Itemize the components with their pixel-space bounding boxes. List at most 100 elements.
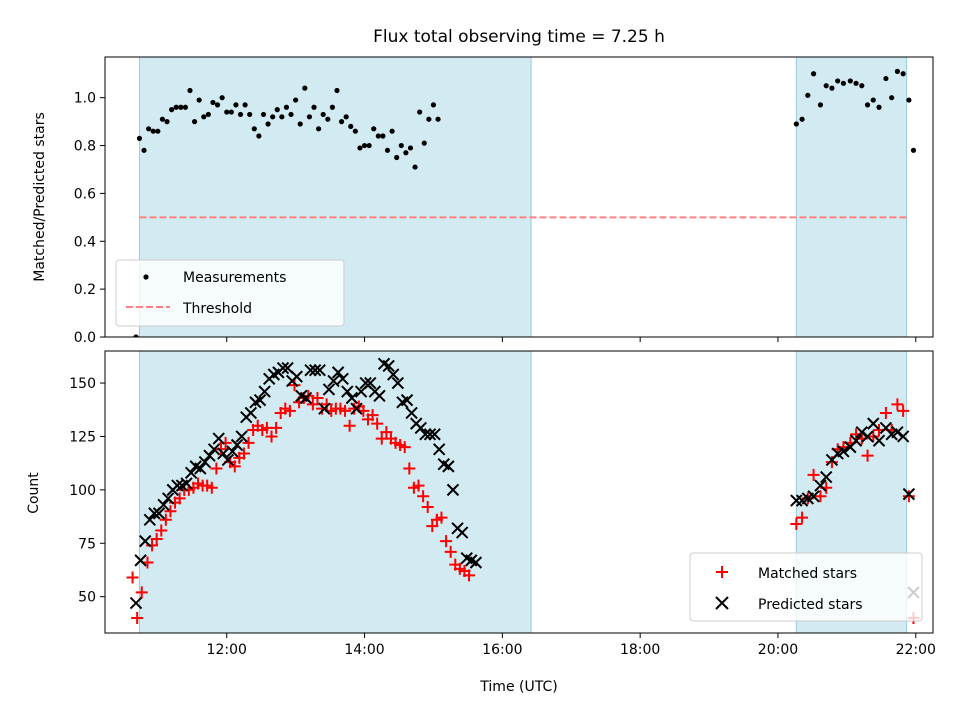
measurements-point — [288, 111, 294, 118]
predicted-stars-point — [446, 483, 460, 497]
predicted-stars-point — [896, 430, 910, 443]
measurements-point — [371, 126, 377, 132]
measurements-point — [793, 121, 799, 127]
predicted-stars-point — [235, 430, 248, 443]
predicted-stars-point — [455, 526, 469, 539]
bottom-y-tick-label: 125 — [69, 429, 96, 445]
predicted-stars-point — [276, 361, 290, 375]
measurements-point — [247, 111, 253, 118]
measurements-point — [823, 83, 829, 89]
measurements-point — [380, 133, 386, 139]
measurements-point — [352, 128, 358, 134]
predicted-stars-point — [184, 466, 198, 479]
predicted-stars-point — [405, 406, 418, 420]
matched-stars-point — [320, 398, 333, 411]
x-tick-label: 18:00 — [620, 642, 660, 658]
bottom-y-tick-label: 150 — [69, 376, 96, 392]
predicted-stars-point — [180, 477, 193, 490]
measurements-point — [799, 116, 805, 122]
measurements-point — [805, 92, 811, 98]
x-tick-label: 14:00 — [344, 642, 384, 658]
top-axes-frame — [104, 56, 934, 338]
measurements-point — [435, 116, 441, 122]
matched-stars-point — [173, 492, 186, 505]
measurements-point — [182, 104, 188, 110]
measurements-point — [910, 147, 917, 153]
measurements-point — [265, 121, 271, 127]
predicted-stars-point — [867, 417, 880, 430]
predicted-stars-point — [819, 470, 833, 484]
legend-predicted-marker — [715, 596, 729, 610]
predicted-stars-point — [382, 359, 395, 373]
measurements-point — [361, 142, 368, 149]
predicted-stars-point — [902, 487, 916, 501]
measurements-point — [894, 68, 900, 74]
measurements-point — [859, 83, 865, 89]
measurements-point — [847, 78, 853, 84]
predicted-stars-point — [419, 428, 432, 441]
measurements-point — [237, 111, 244, 118]
bottom-y-tick-label: 100 — [69, 483, 96, 499]
bottom-y-tick-label: 75 — [78, 536, 96, 552]
top-observing-window-2 — [796, 57, 907, 337]
measurements-point — [316, 126, 322, 132]
measurements-point — [178, 104, 184, 110]
predicted-stars-point — [203, 449, 216, 462]
measurements-point — [302, 85, 308, 91]
measurements-point — [191, 119, 198, 125]
measurements-point — [141, 147, 147, 153]
predicted-stars-point — [230, 438, 244, 452]
measurements-point — [136, 135, 143, 141]
measurements-point — [173, 104, 179, 110]
matched-stars-point — [790, 518, 803, 531]
x-tick-label: 20:00 — [758, 642, 798, 658]
measurements-point — [187, 87, 193, 94]
measurements-point — [169, 107, 175, 113]
matched-stars-point — [155, 524, 168, 537]
predicted-stars-point — [891, 425, 904, 439]
measurements-point — [840, 80, 847, 86]
top-y-tick-label: 0.0 — [74, 330, 96, 346]
matched-stars-point — [371, 417, 384, 430]
measurements-point — [357, 145, 363, 151]
matched-stars-point — [242, 436, 255, 449]
matched-stars-point — [135, 586, 148, 599]
predicted-stars-point — [253, 393, 267, 407]
measurements-point — [201, 114, 207, 120]
measurements-point — [407, 145, 414, 151]
legend-measurements-label: Measurements — [183, 270, 286, 286]
matched-stars-point — [214, 443, 227, 456]
predicted-stars-point — [327, 374, 340, 388]
predicted-stars-point — [400, 393, 414, 407]
x-tick-label: 16:00 — [482, 642, 522, 658]
predicted-stars-point — [152, 507, 166, 520]
measurements-point — [133, 334, 139, 337]
legend-bottom: Matched stars Predicted stars — [689, 552, 923, 622]
predicted-stars-point — [207, 443, 221, 456]
measurements-point — [864, 102, 871, 108]
matched-stars-point — [891, 398, 904, 411]
legend-matched-label: Matched stars — [758, 566, 857, 582]
legend-threshold-label: Threshold — [182, 301, 252, 317]
predicted-stars-point — [129, 596, 143, 610]
predicted-stars-point — [364, 376, 377, 390]
measurements-point — [412, 164, 418, 170]
bottom-y-tick-label: 50 — [78, 590, 96, 606]
predicted-stars-point — [221, 453, 235, 467]
measurements-point — [389, 128, 395, 134]
predicted-stars-point — [814, 479, 827, 492]
matched-stars-point — [150, 533, 163, 545]
measurements-point — [256, 133, 262, 139]
matched-stars-point — [228, 460, 241, 473]
predicted-stars-point — [849, 434, 863, 447]
matched-stars-point — [288, 379, 301, 392]
measurements-point — [870, 97, 876, 103]
predicted-stars-point — [308, 364, 322, 377]
predicted-stars-point — [171, 479, 184, 492]
predicted-stars-point — [134, 554, 147, 567]
measurements-point — [279, 114, 285, 120]
matched-stars-point — [796, 511, 809, 524]
measurements-point — [159, 116, 166, 122]
measurements-point — [329, 104, 335, 110]
